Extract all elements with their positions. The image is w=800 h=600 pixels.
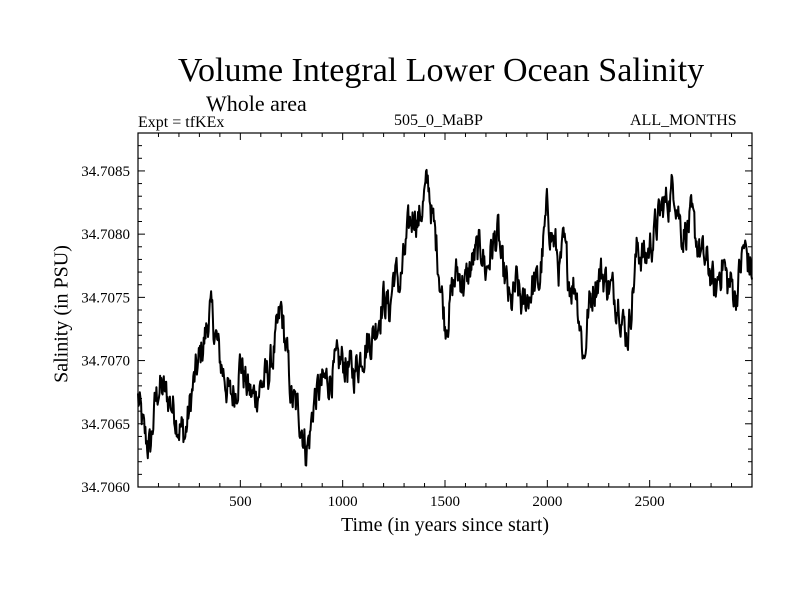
x-tick-label: 1000 <box>328 494 358 510</box>
chart-title: Volume Integral Lower Ocean Salinity <box>177 52 705 89</box>
chart-subtitle: Whole area <box>206 91 307 116</box>
x-tick-label: 1500 <box>430 494 460 510</box>
x-tick-label: 2000 <box>532 494 562 510</box>
salinity-series-line <box>137 168 753 467</box>
y-axis: 34.7060 34.7065 34.7070 34.7075 34.7080 34.70… <box>81 145 752 496</box>
y-tick-label: 34.7075 <box>81 290 130 306</box>
period-label: ALL_MONTHS <box>630 112 737 129</box>
y-tick-label: 34.7070 <box>81 354 130 370</box>
y-tick-label: 34.7065 <box>81 417 130 433</box>
experiment-label: Expt = tfKEx <box>138 114 225 131</box>
y-tick-label: 34.7060 <box>81 480 130 496</box>
x-axis: 500 1000 1500 2000 2500 <box>157 133 733 510</box>
center-label: 505_0_MaBP <box>394 112 483 129</box>
y-tick-label: 34.7085 <box>81 164 130 180</box>
x-tick-label: 2500 <box>635 494 665 510</box>
plot-frame <box>137 132 753 488</box>
x-tick-label: 500 <box>229 494 252 510</box>
x-axis-label: Time (in years since start) <box>340 514 550 536</box>
y-tick-label: 34.7080 <box>81 227 130 243</box>
y-axis-label: Salinity (in PSU) <box>50 245 73 383</box>
